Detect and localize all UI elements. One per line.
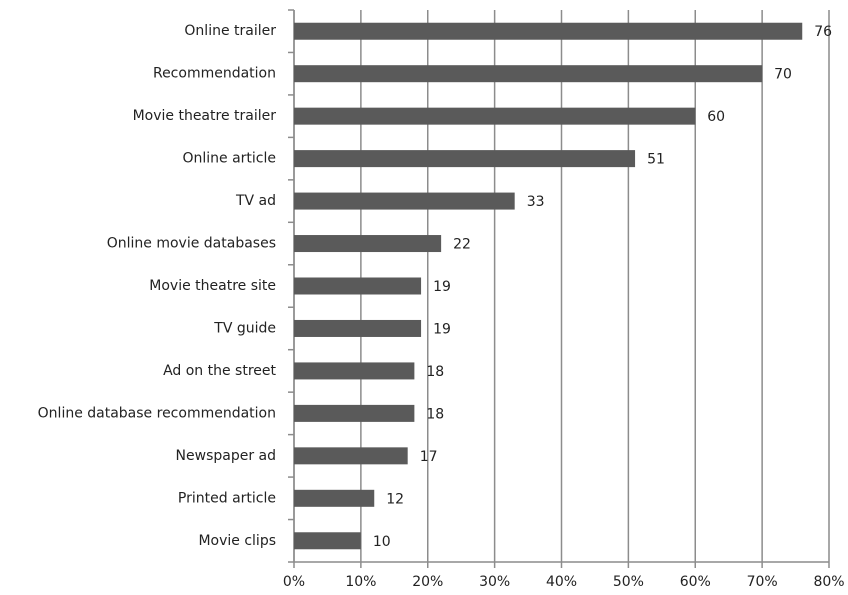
bar bbox=[294, 65, 763, 83]
data-label: 17 bbox=[420, 449, 438, 465]
y-tick-label: TV ad bbox=[235, 193, 276, 209]
y-tick-label: Online database recommendation bbox=[38, 405, 276, 421]
bar bbox=[294, 447, 408, 465]
x-tick-label: 20% bbox=[412, 574, 443, 590]
data-label: 18 bbox=[426, 364, 444, 380]
y-tick-label: Movie clips bbox=[198, 533, 276, 549]
y-tick-label: Online article bbox=[182, 151, 276, 167]
data-label: 22 bbox=[453, 237, 471, 253]
x-tick-label: 50% bbox=[613, 574, 644, 590]
x-tick-label: 80% bbox=[813, 574, 844, 590]
y-tick-label: Movie theatre site bbox=[149, 278, 276, 294]
data-label: 33 bbox=[527, 194, 545, 210]
bar bbox=[294, 22, 803, 40]
data-label: 10 bbox=[373, 534, 391, 550]
x-tick-label: 70% bbox=[747, 574, 778, 590]
x-tick-label: 40% bbox=[546, 574, 577, 590]
y-tick-label: Movie theatre trailer bbox=[133, 108, 277, 124]
bar bbox=[294, 362, 415, 380]
bar bbox=[294, 192, 515, 210]
data-label: 60 bbox=[707, 109, 725, 125]
bar bbox=[294, 532, 361, 550]
data-label: 18 bbox=[426, 406, 444, 422]
bar bbox=[294, 150, 636, 168]
y-tick-label: Recommendation bbox=[153, 66, 276, 82]
data-label: 70 bbox=[774, 67, 792, 83]
bar bbox=[294, 277, 422, 295]
x-tick-label: 60% bbox=[680, 574, 711, 590]
bar bbox=[294, 235, 442, 253]
bar bbox=[294, 489, 375, 507]
y-tick-label: Online trailer bbox=[184, 23, 276, 39]
data-label: 12 bbox=[386, 491, 404, 507]
y-tick-label: TV guide bbox=[213, 320, 276, 336]
y-tick-label: Online movie databases bbox=[107, 236, 276, 252]
data-label: 19 bbox=[433, 279, 451, 295]
y-tick-label: Newspaper ad bbox=[176, 448, 276, 464]
bar bbox=[294, 107, 696, 125]
x-tick-label: 10% bbox=[345, 574, 376, 590]
data-label: 51 bbox=[647, 152, 665, 168]
x-tick-label: 30% bbox=[479, 574, 510, 590]
y-tick-label: Printed article bbox=[178, 490, 276, 506]
bar bbox=[294, 319, 422, 337]
data-label: 76 bbox=[814, 24, 832, 40]
data-label: 19 bbox=[433, 321, 451, 337]
x-tick-label: 0% bbox=[283, 574, 305, 590]
y-tick-label: Ad on the street bbox=[163, 363, 276, 379]
bar bbox=[294, 404, 415, 422]
